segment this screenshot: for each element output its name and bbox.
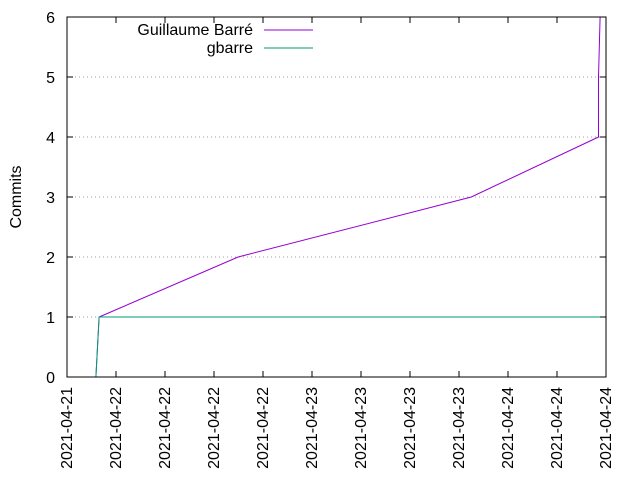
- x-tick-label: 2021-04-24: [500, 387, 517, 469]
- y-tick-label: 0: [46, 370, 55, 387]
- y-tick-label: 2: [46, 250, 55, 267]
- y-axis-ticks: 0 1 2 3 4 5 6: [46, 10, 606, 387]
- x-tick-label: 2021-04-22: [157, 387, 174, 469]
- y-tick-label: 4: [46, 130, 55, 147]
- x-tick-label: 2021-04-22: [108, 387, 125, 469]
- x-tick-label: 2021-04-23: [402, 387, 419, 469]
- legend-label: Guillaume Barré: [137, 22, 253, 39]
- x-tick-label: 2021-04-23: [304, 387, 321, 469]
- x-tick-label: 2021-04-24: [598, 387, 615, 469]
- y-tick-label: 5: [46, 70, 55, 87]
- y-tick-label: 6: [46, 10, 55, 27]
- x-tick-label: 2021-04-23: [353, 387, 370, 469]
- y-tick-label: 3: [46, 190, 55, 207]
- series-line: [95, 316, 601, 378]
- x-tick-label: 2021-04-22: [255, 387, 272, 469]
- y-axis-label: Commits: [8, 165, 25, 228]
- legend-label: gbarre: [207, 40, 253, 57]
- x-axis-ticks: 2021-04-21 2021-04-22 2021-04-22 2021-04-22…: [59, 17, 615, 469]
- series-lines: [95, 16, 601, 378]
- x-tick-label: 2021-04-22: [206, 387, 223, 469]
- y-tick-label: 1: [46, 310, 55, 327]
- x-tick-label: 2021-04-23: [451, 387, 468, 469]
- x-tick-label: 2021-04-24: [549, 387, 566, 469]
- gridlines: [67, 76, 606, 318]
- x-tick-label: 2021-04-21: [59, 387, 76, 469]
